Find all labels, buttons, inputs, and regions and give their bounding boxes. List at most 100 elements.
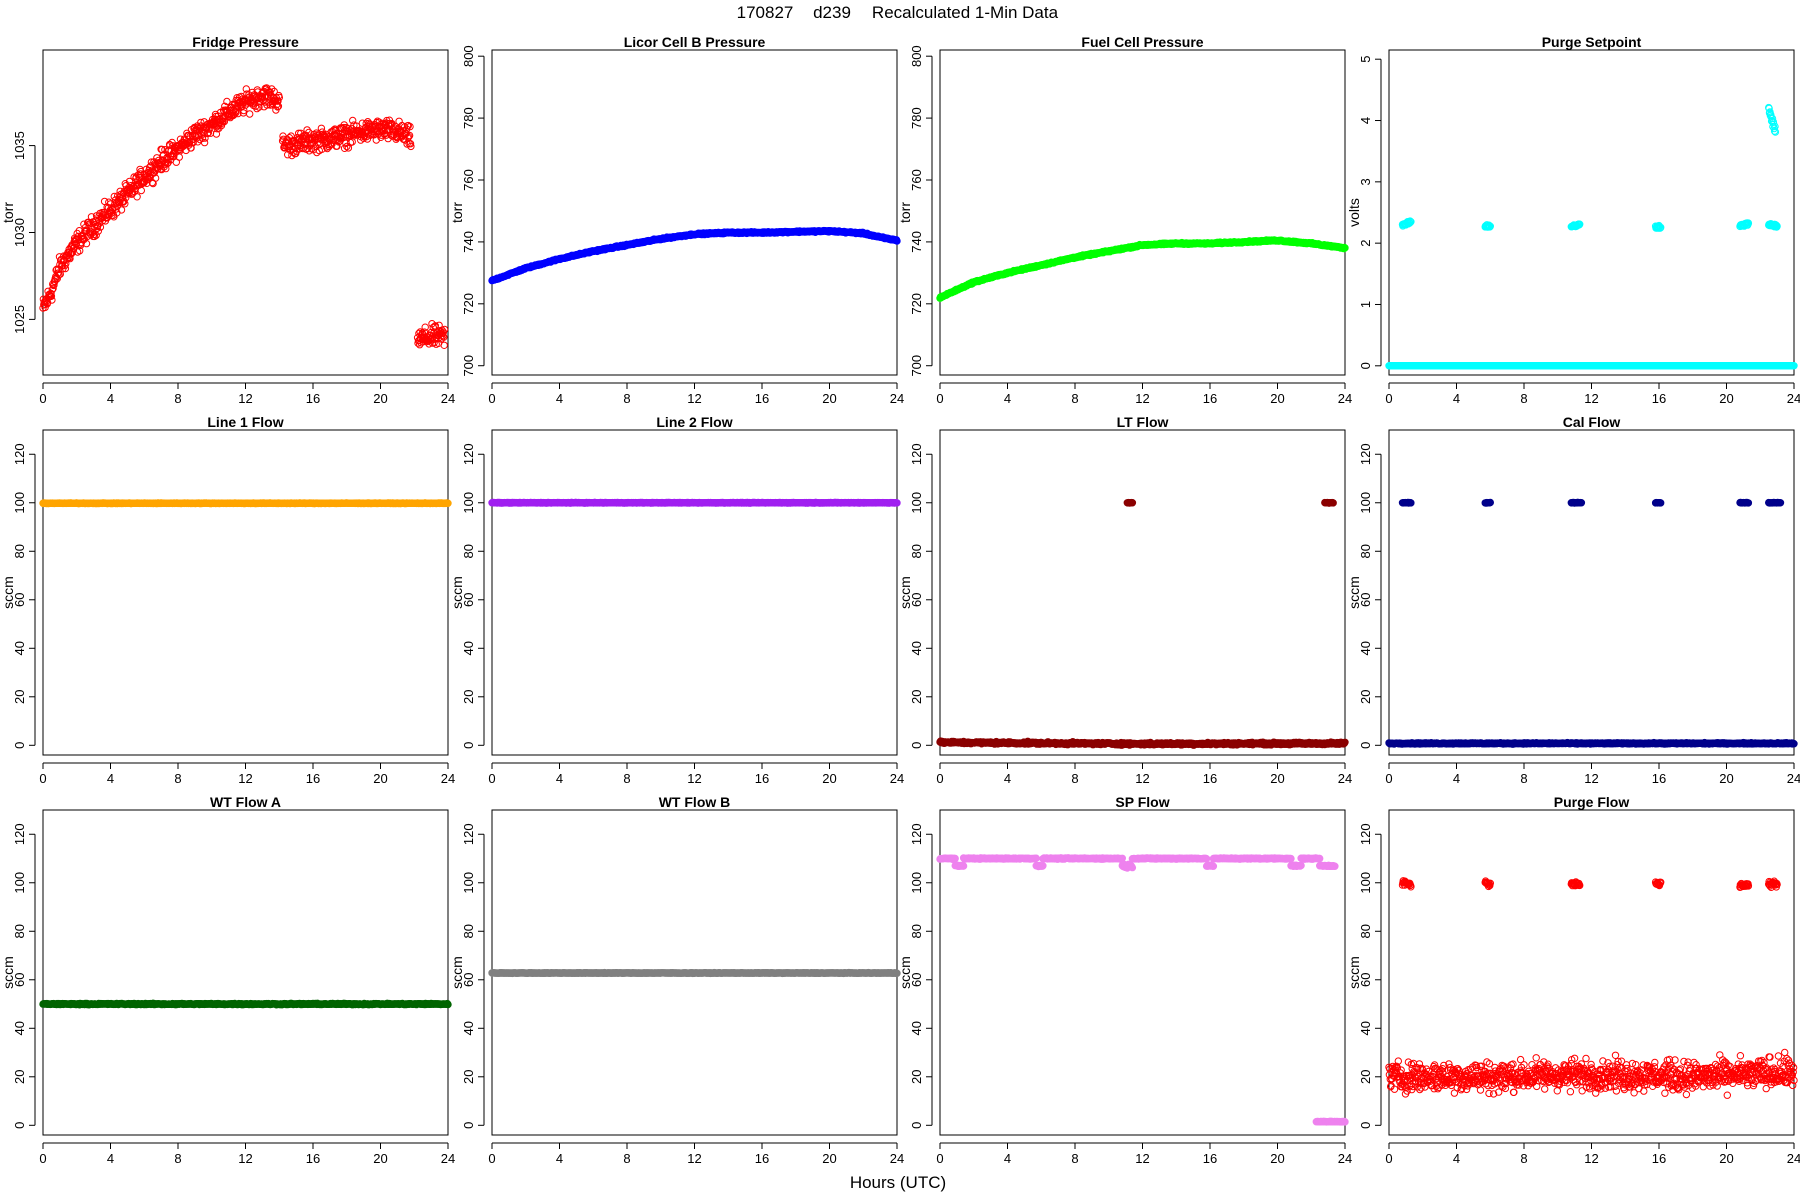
x-tick-label: 0 bbox=[488, 771, 495, 786]
x-tick-label: 0 bbox=[488, 391, 495, 406]
x-tick-label: 8 bbox=[1071, 391, 1078, 406]
data-point bbox=[66, 254, 74, 263]
figure-title-doy: d239 bbox=[813, 3, 851, 22]
x-tick-label: 20 bbox=[373, 771, 387, 786]
y-tick-label: 60 bbox=[461, 593, 476, 607]
data-point bbox=[431, 322, 439, 330]
x-tick-label: 20 bbox=[1270, 391, 1284, 406]
y-tick-label: 740 bbox=[909, 231, 924, 253]
panel-title: Fuel Cell Pressure bbox=[1081, 34, 1203, 50]
data-point bbox=[246, 110, 254, 118]
data-point bbox=[349, 116, 357, 125]
data-points bbox=[488, 498, 901, 507]
data-point bbox=[274, 102, 283, 110]
x-tick-label: 0 bbox=[1385, 391, 1392, 406]
data-point bbox=[48, 286, 56, 294]
data-point bbox=[318, 145, 326, 153]
data-point bbox=[119, 198, 127, 206]
y-tick-label: 780 bbox=[909, 107, 924, 129]
data-points bbox=[488, 226, 901, 285]
panel-frame bbox=[1388, 49, 1795, 376]
x-tick-label: 12 bbox=[1584, 391, 1598, 406]
x-tick-label: 16 bbox=[755, 771, 769, 786]
y-tick-label: 0 bbox=[461, 742, 476, 749]
x-tick-label: 20 bbox=[373, 391, 387, 406]
y-tick-label: 0 bbox=[1358, 362, 1373, 369]
data-point bbox=[49, 284, 57, 293]
x-tick-label: 24 bbox=[1787, 391, 1800, 406]
x-tick-label: 12 bbox=[687, 391, 701, 406]
y-axis-label: volts bbox=[1346, 198, 1362, 227]
data-point bbox=[406, 140, 415, 148]
y-tick-label: 1035 bbox=[12, 131, 27, 160]
data-point bbox=[268, 85, 276, 93]
data-point bbox=[234, 109, 242, 118]
data-point bbox=[61, 264, 70, 273]
x-tick-label: 8 bbox=[174, 391, 181, 406]
data-point bbox=[893, 237, 901, 245]
data-point bbox=[305, 128, 313, 137]
x-tick-label: 16 bbox=[1203, 391, 1217, 406]
x-tick-label: 12 bbox=[238, 771, 252, 786]
data-point bbox=[203, 129, 212, 138]
panel-title: Line 2 Flow bbox=[656, 414, 732, 430]
data-point bbox=[438, 329, 447, 337]
data-point bbox=[405, 133, 413, 141]
y-axis-label: torr bbox=[0, 202, 16, 223]
panel-frame bbox=[42, 49, 449, 376]
data-point bbox=[125, 177, 134, 186]
y-tick-label: 720 bbox=[909, 293, 924, 315]
y-tick-label: 0 bbox=[12, 742, 27, 749]
data-point bbox=[404, 121, 412, 130]
data-point bbox=[406, 122, 414, 131]
data-point bbox=[137, 186, 146, 195]
data-point bbox=[240, 106, 248, 115]
y-axis-label: torr bbox=[897, 202, 913, 223]
data-point bbox=[305, 147, 313, 155]
x-tick-label: 8 bbox=[623, 771, 630, 786]
y-tick-label: 780 bbox=[461, 107, 476, 129]
data-point bbox=[340, 144, 349, 153]
data-point bbox=[444, 499, 452, 507]
x-tick-label: 4 bbox=[107, 391, 114, 406]
x-tick-label: 0 bbox=[936, 391, 943, 406]
x-tick-label: 16 bbox=[306, 391, 320, 406]
x-tick-label: 20 bbox=[822, 391, 836, 406]
data-point bbox=[407, 142, 415, 151]
data-point bbox=[200, 138, 209, 147]
x-axis-label: Hours (UTC) bbox=[850, 1173, 946, 1192]
y-tick-label: 740 bbox=[461, 231, 476, 253]
x-tick-label: 8 bbox=[623, 391, 630, 406]
data-point bbox=[189, 138, 197, 147]
data-point bbox=[233, 102, 242, 110]
data-point bbox=[440, 333, 448, 341]
data-point bbox=[228, 108, 237, 116]
x-tick-label: 20 bbox=[822, 771, 836, 786]
x-tick-label: 8 bbox=[174, 771, 181, 786]
x-tick-label: 0 bbox=[39, 771, 46, 786]
y-tick-label: 20 bbox=[461, 690, 476, 704]
data-point bbox=[133, 193, 141, 201]
data-point bbox=[272, 93, 280, 102]
figure-title-date: 170827 bbox=[737, 3, 794, 22]
panel-title: Fridge Pressure bbox=[192, 34, 299, 50]
x-tick-label: 16 bbox=[755, 391, 769, 406]
x-tick-label: 8 bbox=[1520, 391, 1527, 406]
x-tick-label: 4 bbox=[1004, 391, 1011, 406]
data-point bbox=[253, 104, 261, 113]
x-tick-label: 24 bbox=[441, 391, 455, 406]
data-point bbox=[343, 142, 351, 151]
x-tick-label: 24 bbox=[441, 771, 455, 786]
y-tick-label: 120 bbox=[12, 443, 27, 465]
x-tick-label: 12 bbox=[687, 771, 701, 786]
data-point bbox=[117, 206, 126, 214]
y-tick-label: 2 bbox=[1358, 240, 1373, 247]
data-point bbox=[62, 260, 70, 268]
y-tick-label: 700 bbox=[461, 355, 476, 377]
